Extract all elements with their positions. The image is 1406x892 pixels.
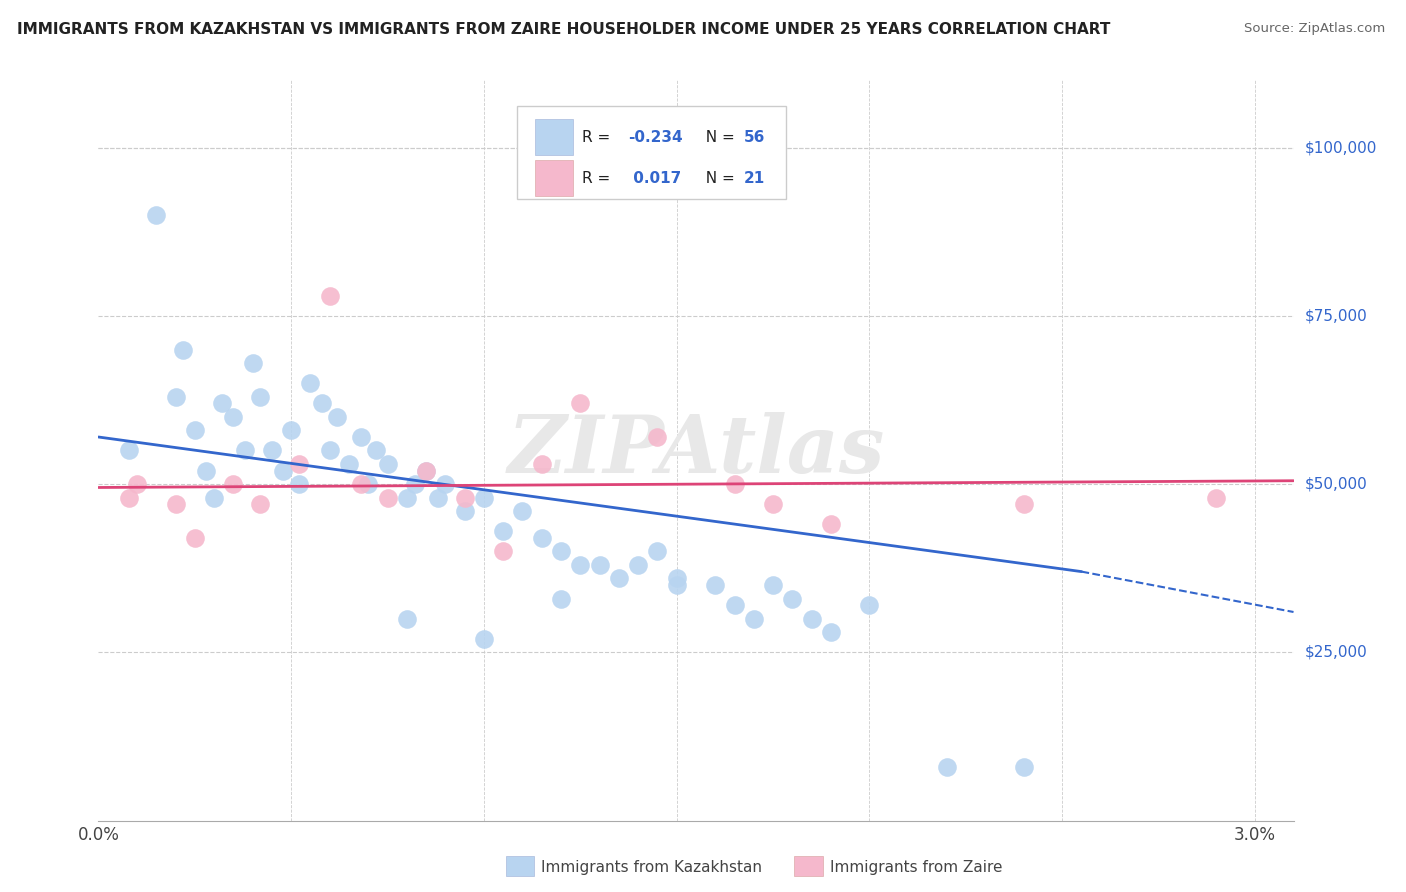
Point	[260, 443, 283, 458]
Text: $100,000: $100,000	[1305, 140, 1376, 155]
FancyBboxPatch shape	[517, 106, 786, 199]
Point	[125, 477, 148, 491]
Point	[299, 376, 322, 391]
Point	[249, 497, 271, 511]
Point	[472, 632, 495, 646]
Point	[820, 625, 842, 640]
Point	[288, 457, 311, 471]
Point	[782, 591, 804, 606]
Point	[607, 571, 630, 585]
Point	[1205, 491, 1227, 505]
FancyBboxPatch shape	[534, 161, 572, 195]
Point	[415, 464, 437, 478]
Point	[550, 591, 572, 606]
Point	[202, 491, 225, 505]
Point	[762, 497, 785, 511]
Point	[357, 477, 380, 491]
Text: N =: N =	[696, 129, 740, 145]
Point	[550, 544, 572, 558]
Point	[820, 517, 842, 532]
Point	[627, 558, 650, 572]
Point	[800, 612, 823, 626]
Point	[492, 544, 515, 558]
Point	[377, 491, 399, 505]
Text: R =: R =	[582, 170, 616, 186]
Point	[935, 760, 957, 774]
Point	[118, 443, 141, 458]
Point	[280, 423, 302, 437]
Point	[569, 396, 592, 410]
Text: R =: R =	[582, 129, 616, 145]
Point	[512, 504, 534, 518]
Point	[723, 477, 745, 491]
Point	[723, 599, 745, 613]
Point	[492, 524, 515, 539]
Text: $25,000: $25,000	[1305, 645, 1368, 660]
Point	[249, 390, 271, 404]
Point	[647, 430, 669, 444]
Text: -0.234: -0.234	[628, 129, 682, 145]
Point	[222, 477, 245, 491]
Point	[647, 544, 669, 558]
Point	[233, 443, 256, 458]
Point	[395, 491, 418, 505]
Text: IMMIGRANTS FROM KAZAKHSTAN VS IMMIGRANTS FROM ZAIRE HOUSEHOLDER INCOME UNDER 25 : IMMIGRANTS FROM KAZAKHSTAN VS IMMIGRANTS…	[17, 22, 1111, 37]
Point	[172, 343, 194, 357]
Point	[569, 558, 592, 572]
Point	[858, 599, 880, 613]
Point	[288, 477, 311, 491]
Point	[588, 558, 610, 572]
Point	[415, 464, 437, 478]
Point	[349, 430, 371, 444]
Point	[530, 531, 553, 545]
Point	[195, 464, 218, 478]
Point	[453, 491, 475, 505]
Point	[326, 409, 349, 424]
Point	[165, 497, 187, 511]
Point	[704, 578, 727, 592]
Text: $50,000: $50,000	[1305, 476, 1368, 491]
Point	[184, 531, 207, 545]
Text: ZIPAtlas: ZIPAtlas	[508, 412, 884, 489]
Text: 0.017: 0.017	[628, 170, 681, 186]
Point	[118, 491, 141, 505]
Point	[762, 578, 785, 592]
Point	[211, 396, 233, 410]
Point	[395, 612, 418, 626]
Point	[311, 396, 333, 410]
Point	[184, 423, 207, 437]
Point	[364, 443, 387, 458]
Point	[349, 477, 371, 491]
Point	[273, 464, 295, 478]
Point	[453, 504, 475, 518]
Text: $75,000: $75,000	[1305, 309, 1368, 323]
Point	[434, 477, 457, 491]
Point	[319, 288, 342, 302]
Text: Immigrants from Zaire: Immigrants from Zaire	[830, 860, 1002, 874]
FancyBboxPatch shape	[534, 120, 572, 155]
Point	[404, 477, 426, 491]
Text: 56: 56	[744, 129, 765, 145]
Point	[742, 612, 765, 626]
Point	[319, 443, 342, 458]
Point	[165, 390, 187, 404]
Point	[222, 409, 245, 424]
Point	[1012, 497, 1035, 511]
Point	[530, 457, 553, 471]
Point	[145, 208, 167, 222]
Point	[377, 457, 399, 471]
Text: Immigrants from Kazakhstan: Immigrants from Kazakhstan	[541, 860, 762, 874]
Text: 21: 21	[744, 170, 765, 186]
Point	[242, 356, 264, 370]
Point	[665, 578, 688, 592]
Point	[472, 491, 495, 505]
Text: N =: N =	[696, 170, 740, 186]
Point	[337, 457, 360, 471]
Point	[665, 571, 688, 585]
Point	[426, 491, 449, 505]
Text: Source: ZipAtlas.com: Source: ZipAtlas.com	[1244, 22, 1385, 36]
Point	[1012, 760, 1035, 774]
